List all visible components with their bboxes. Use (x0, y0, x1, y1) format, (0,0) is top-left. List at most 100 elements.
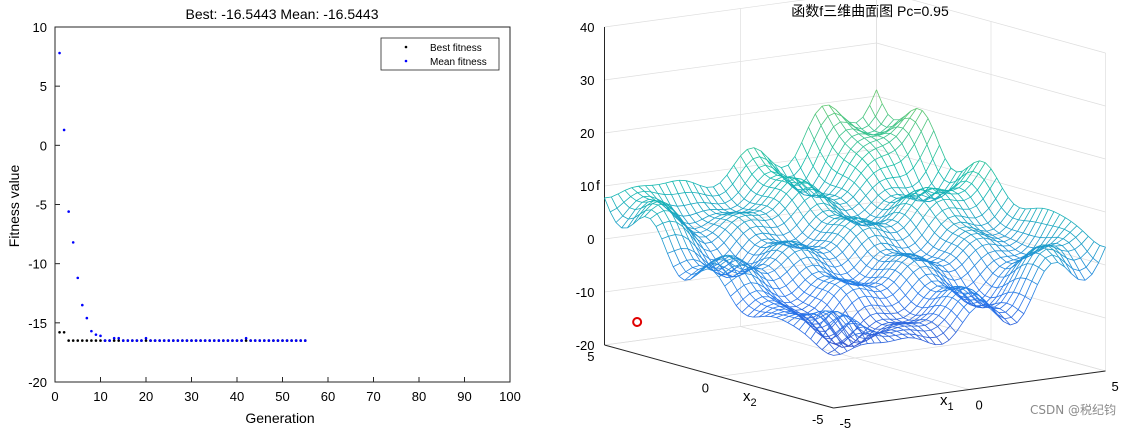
mean-fitness-point (121, 339, 125, 342)
surface-mesh-segment (695, 246, 702, 258)
surface-mesh-segment (886, 248, 894, 251)
surface-mesh-segment (812, 313, 819, 316)
surface-mesh-segment (967, 265, 975, 274)
surface-mesh-segment (742, 298, 750, 307)
surface-mesh-segment (933, 189, 941, 194)
surface-mesh-segment (801, 142, 808, 156)
surface-mesh-segment (910, 329, 918, 331)
surface-mesh-segment (995, 198, 1002, 208)
surface-mesh-segment (796, 216, 804, 226)
surface-mesh-segment (976, 198, 984, 207)
surface-mesh-segment (630, 196, 637, 202)
surface-mesh-segment (740, 149, 748, 157)
surface-mesh-segment (668, 234, 676, 237)
surface-mesh-segment (1051, 227, 1059, 238)
surface-mesh-segment (628, 217, 635, 220)
surface-mesh-segment (829, 282, 836, 285)
surface-mesh-segment (868, 125, 875, 132)
surface-mesh-segment (873, 257, 880, 262)
surface-mesh-segment (681, 235, 689, 249)
surface-mesh-segment (761, 238, 769, 241)
surface-mesh-segment (794, 156, 801, 169)
surface-mesh-segment (697, 239, 705, 244)
surface-mesh-segment (904, 308, 911, 314)
surface-mesh-segment (890, 226, 898, 233)
surface-mesh-segment (821, 342, 830, 350)
surface-mesh-segment (995, 187, 1003, 199)
surface-mesh-segment (869, 227, 876, 236)
surface-mesh-segment (739, 264, 747, 267)
surface-mesh-segment (861, 237, 869, 245)
surface-mesh-segment (1084, 274, 1093, 281)
surface-mesh-segment (933, 130, 940, 146)
surface-mesh-segment (833, 272, 841, 276)
surface-mesh-segment (814, 300, 822, 309)
surface-mesh-segment (1063, 232, 1071, 239)
surface-mesh-segment (781, 319, 788, 323)
surface-mesh-segment (842, 216, 850, 222)
surface-mesh-segment (952, 297, 959, 302)
surface-mesh-segment (892, 219, 899, 223)
surface-mesh-segment (750, 189, 757, 195)
surface-mesh-segment (794, 142, 803, 157)
surface-mesh-segment (982, 188, 991, 200)
surface-mesh-segment (892, 294, 899, 303)
surface-mesh-segment (840, 272, 848, 276)
surface-mesh-segment (1025, 278, 1032, 282)
surface-mesh-segment (926, 305, 935, 315)
surface-mesh-segment (658, 182, 666, 185)
surface-mesh-segment (1030, 247, 1037, 254)
surface-mesh-segment (870, 214, 877, 218)
surface-mesh-segment (806, 317, 813, 325)
surface-mesh-segment (834, 195, 841, 199)
surface-mesh-segment (779, 193, 787, 203)
surface-mesh-segment (821, 105, 829, 117)
surface-mesh-segment (693, 259, 700, 266)
surface-mesh-segment (937, 192, 944, 200)
surface-mesh-segment (921, 190, 928, 196)
surface-mesh-segment (894, 199, 902, 208)
surface-mesh-segment (814, 257, 822, 263)
fitness-x-axis-label: Generation (245, 410, 314, 426)
surface-mesh-segment (623, 202, 630, 209)
surface-mesh-segment (874, 286, 881, 292)
surface-mesh-segment (705, 236, 712, 243)
surface-mesh-segment (852, 331, 860, 338)
surface-mesh-segment (792, 243, 799, 246)
surface-mesh-segment (906, 174, 913, 187)
surface-mesh-segment (875, 334, 883, 337)
surface-mesh-segment (875, 148, 882, 157)
surface-mesh-segment (760, 150, 767, 160)
surface-mesh-segment (1010, 263, 1017, 269)
surface-mesh-segment (781, 241, 788, 247)
surface-mesh-segment (707, 222, 714, 225)
surface-mesh-segment (701, 257, 708, 267)
surface-mesh-segment (980, 225, 987, 232)
surface-mesh-segment (804, 200, 811, 210)
surface-mesh-segment (920, 131, 928, 145)
surface-mesh-segment (726, 257, 734, 261)
surface-mesh-segment (642, 196, 650, 200)
surface-mesh-segment (971, 229, 978, 234)
surface-mesh-segment (884, 255, 892, 263)
surface-mesh-segment (919, 322, 926, 326)
surface-mesh-segment (856, 153, 863, 159)
surface-mesh-segment (977, 179, 985, 191)
surface-mesh-segment (767, 187, 776, 198)
surface-mesh-segment (869, 276, 878, 284)
surface-mesh-segment (1006, 203, 1015, 215)
surface-mesh-segment (1008, 250, 1015, 256)
surface-mesh-segment (865, 276, 872, 279)
surface-mesh-segment (1080, 257, 1087, 268)
surface-mesh-segment (1017, 309, 1025, 315)
surface-mesh-segment (789, 224, 797, 232)
best-fitness-point (58, 331, 61, 334)
surface-mesh-segment (707, 262, 715, 270)
surface-mesh-segment (1086, 241, 1095, 252)
surface-mesh-segment (1056, 238, 1064, 244)
surface-mesh-segment (1045, 257, 1052, 264)
surface-mesh-segment (936, 199, 944, 203)
surface-mesh-segment (883, 137, 890, 143)
surface-mesh-segment (638, 185, 646, 187)
surface-mesh-segment (678, 271, 686, 277)
